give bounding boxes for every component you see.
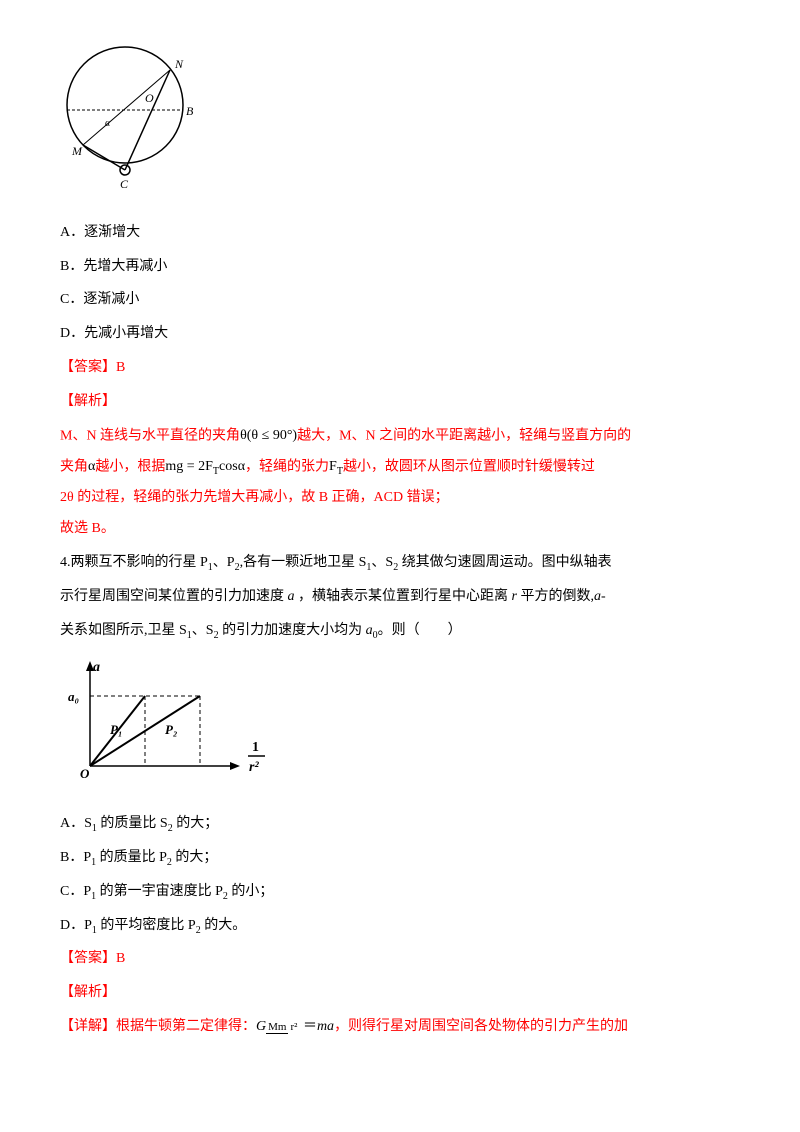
svg-text:a: a (93, 660, 100, 675)
svg-text:M: M (71, 144, 83, 158)
svg-text:1: 1 (252, 740, 259, 755)
svg-text:O: O (80, 766, 90, 781)
answer-2-line: 【答案】B (60, 944, 740, 975)
analysis-label-line: 【解析】 (60, 387, 740, 418)
svg-text:P₁: P₁ (110, 722, 122, 737)
answer-line: 【答案】B (60, 353, 740, 384)
svg-text:C: C (120, 177, 129, 190)
svg-text:α: α (105, 118, 111, 129)
analysis-text-1: M、N 连线与水平直径的夹角θ(θ ≤ 90°)越大，M、N 之间的水平距离越小… (60, 421, 740, 452)
svg-text:r²: r² (249, 760, 259, 775)
analysis-2-label: 【解析】 (60, 978, 740, 1009)
option-a: A．逐渐增大 (60, 218, 740, 249)
option-2b: B．P1 的质量比 P2 的大； (60, 843, 740, 874)
svg-text:a₀: a₀ (68, 689, 79, 704)
question-2-line1: 4.两颗互不影响的行星 P1、P2,各有一颗近地卫星 S1、S2 绕其做匀速圆周… (60, 548, 740, 579)
option-c: C．逐渐减小 (60, 285, 740, 316)
gravity-chart: a a₀ P₁ P₂ O 1 r² (60, 656, 740, 799)
option-2a: A．S1 的质量比 S2 的大； (60, 809, 740, 840)
circle-diagram: M N B O C α (60, 40, 740, 203)
answer-value: B (116, 360, 125, 375)
svg-text:N: N (174, 57, 184, 71)
analysis-text-2: 夹角α越小，根据mg = 2FTcosα，轻绳的张力FT越小，故圆环从图示位置顺… (60, 452, 740, 483)
question-2-line2: 示行星周围空间某位置的引力加速度 a ，横轴表示某位置到行星中心距离 r 平方的… (60, 582, 740, 613)
analysis-conclusion: 故选 B。 (60, 514, 740, 545)
question-2-line3: 关系如图所示,卫星 S1、S2 的引力加速度大小均为 a0。则（ ） (60, 616, 740, 647)
circle-svg: M N B O C α (60, 40, 200, 190)
option-2d: D．P1 的平均密度比 P2 的大。 (60, 911, 740, 942)
svg-text:P₂: P₂ (165, 722, 177, 737)
analysis-2-text: 【详解】根据牛顿第二定律得：GMmr² ＝ma，则得行星对周围空间各处物体的引力… (60, 1012, 740, 1043)
svg-text:O: O (145, 91, 154, 105)
chart-svg: a a₀ P₁ P₂ O 1 r² (60, 656, 280, 786)
svg-text:B: B (186, 104, 194, 118)
option-d: D．先减小再增大 (60, 319, 740, 350)
option-2c: C．P1 的第一宇宙速度比 P2 的小； (60, 877, 740, 908)
option-b: B．先增大再减小 (60, 252, 740, 283)
answer-label: 【答案】 (60, 360, 116, 375)
analysis-text-3: 2θ 的过程，轻绳的张力先增大再减小，故 B 正确，ACD 错误； (60, 483, 740, 514)
